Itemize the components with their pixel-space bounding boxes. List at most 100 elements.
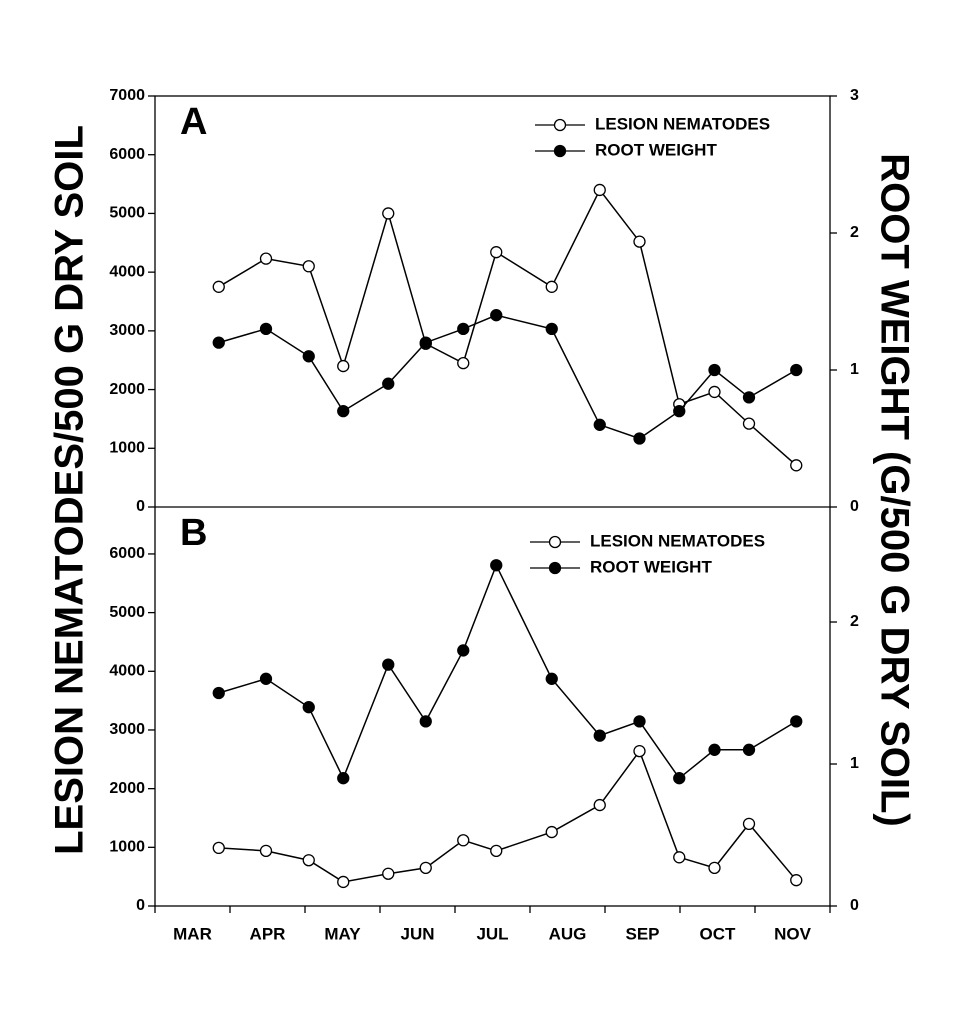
data-point (382, 658, 395, 671)
data-point (742, 391, 756, 404)
data-point (790, 459, 803, 472)
legend-marker (548, 535, 562, 549)
data-point (419, 336, 432, 349)
legend-label: LESION NEMATODES (590, 531, 765, 550)
y-tick-label: 7000 (109, 87, 145, 104)
data-point (593, 798, 606, 812)
data-point (212, 336, 225, 349)
data-point (382, 207, 395, 220)
data-point (302, 854, 315, 867)
data-point (419, 861, 432, 875)
data-point (457, 834, 470, 847)
data-point (259, 844, 273, 857)
data-point (457, 644, 470, 657)
x-tick-label: MAR (173, 924, 212, 943)
data-point (633, 744, 646, 758)
y2-axis-label: ROOT WEIGHT (G/500 G DRY SOIL) (872, 153, 916, 826)
x-tick-label: JUN (400, 924, 434, 943)
y2-tick-label: 1 (850, 361, 859, 378)
data-point (302, 350, 315, 363)
y-tick-label: 3000 (109, 721, 145, 738)
legend-label: LESION NEMATODES (595, 114, 770, 133)
panel-letter: A (180, 101, 207, 143)
y2-tick-label: 1 (850, 755, 859, 772)
y2-tick-label: 0 (850, 498, 859, 515)
data-point (708, 861, 721, 875)
data-point (490, 559, 503, 572)
data-point (457, 322, 470, 336)
data-point (337, 359, 350, 373)
legend-marker (548, 561, 562, 575)
data-point (742, 417, 756, 430)
data-point (633, 432, 646, 445)
data-point (673, 772, 686, 785)
data-point (545, 280, 558, 293)
legend-marker (553, 118, 567, 132)
data-point (259, 322, 273, 336)
y-tick-label: 2000 (109, 780, 145, 797)
x-tick-label: JUL (476, 924, 508, 943)
x-tick-label: MAY (324, 924, 361, 943)
y2-tick-label: 2 (850, 224, 859, 241)
y-tick-label: 1000 (109, 440, 145, 457)
data-point (545, 322, 558, 336)
data-point (419, 715, 432, 728)
data-point (545, 825, 558, 839)
y-tick-label: 6000 (109, 146, 145, 163)
y2-tick-label: 3 (850, 87, 859, 104)
y-tick-label: 4000 (109, 263, 145, 280)
y-tick-label: 5000 (109, 205, 145, 222)
y-axis-label: LESION NEMATODES/500 G DRY SOIL (48, 125, 92, 855)
data-point (337, 875, 350, 889)
y-tick-label: 2000 (109, 381, 145, 398)
y2-tick-label: 2 (850, 613, 859, 630)
y-tick-label: 0 (136, 897, 145, 914)
data-point (457, 356, 470, 370)
y-tick-label: 1000 (109, 839, 145, 856)
legend-label: ROOT WEIGHT (595, 140, 717, 159)
data-point (259, 252, 273, 265)
data-point (673, 851, 686, 864)
data-point (259, 672, 273, 685)
y-tick-label: 0 (136, 498, 145, 515)
data-point (490, 309, 503, 322)
data-point (337, 404, 350, 418)
panel-letter: B (180, 512, 207, 554)
data-point (593, 418, 606, 431)
y2-tick-label: 0 (850, 897, 859, 914)
data-point (742, 743, 756, 756)
data-point (790, 715, 803, 728)
data-point (212, 280, 225, 293)
data-point (593, 183, 606, 197)
y-tick-label: 3000 (109, 322, 145, 339)
data-point (790, 874, 803, 887)
plot-frame (154, 95, 831, 907)
data-point (302, 701, 315, 714)
y-tick-label: 6000 (109, 545, 145, 562)
x-tick-label: NOV (774, 924, 812, 943)
data-point (673, 404, 686, 418)
x-tick-label: AUG (549, 924, 587, 943)
data-point (212, 841, 225, 855)
legend-marker (553, 144, 567, 158)
data-point (382, 377, 395, 390)
data-point (708, 743, 721, 756)
data-point (382, 867, 395, 880)
data-point (708, 363, 721, 377)
data-point (545, 672, 558, 685)
x-tick-label: SEP (625, 924, 659, 943)
y-tick-label: 5000 (109, 604, 145, 621)
data-point (742, 817, 756, 831)
data-point (790, 363, 803, 377)
data-point (212, 686, 225, 700)
x-tick-label: APR (250, 924, 286, 943)
series-line (218, 314, 797, 440)
y-tick-label: 4000 (109, 663, 145, 680)
data-point (633, 235, 646, 248)
data-point (490, 246, 503, 259)
series-line (218, 188, 797, 466)
data-point (633, 715, 646, 728)
data-point (490, 844, 503, 857)
x-tick-label: OCT (700, 924, 737, 943)
